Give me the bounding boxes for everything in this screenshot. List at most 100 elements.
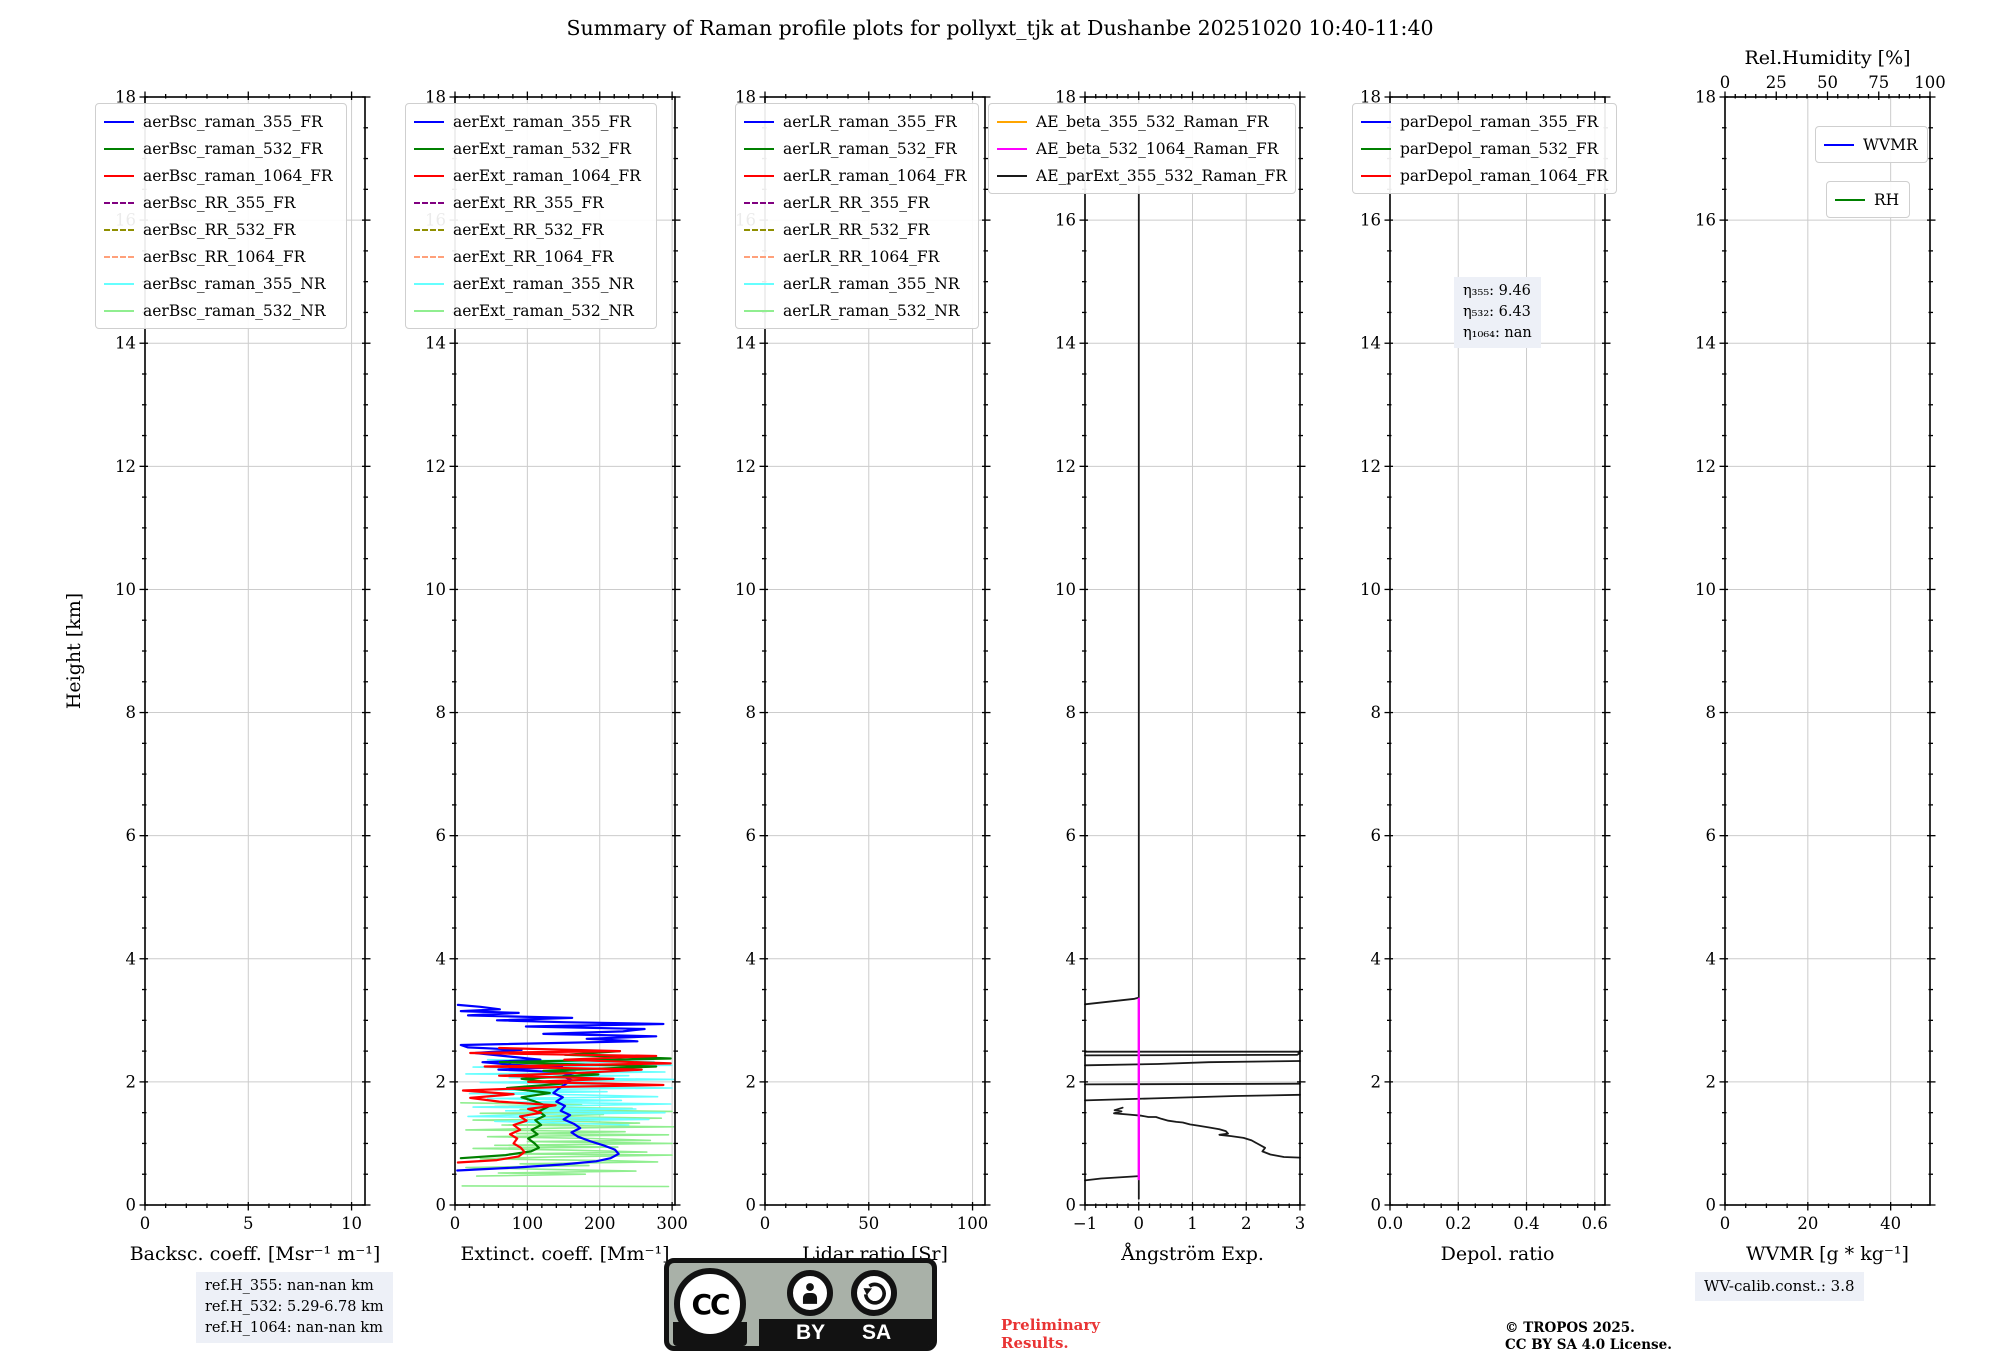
legend-label: aerLR_RR_355_FR bbox=[783, 193, 930, 212]
legend-label: parDepol_raman_1064_FR bbox=[1400, 166, 1609, 185]
svg-text:12: 12 bbox=[115, 457, 136, 476]
svg-text:−1: −1 bbox=[1073, 1214, 1097, 1233]
legend-line-sample bbox=[414, 201, 444, 204]
svg-text:14: 14 bbox=[1695, 334, 1716, 353]
series-AE_parExt_355_532_Raman_FR bbox=[1084, 1082, 1301, 1086]
legend-label: aerLR_raman_355_NR bbox=[783, 274, 960, 293]
legend-item: parDepol_raman_1064_FR bbox=[1361, 162, 1608, 189]
svg-text:12: 12 bbox=[425, 457, 446, 476]
series-aerExt_raman_532_NR bbox=[459, 1102, 675, 1177]
legend-item: aerExt_raman_355_FR bbox=[414, 108, 648, 135]
legend-line-sample bbox=[414, 174, 444, 177]
legend-item: aerLR_raman_532_NR bbox=[744, 297, 970, 324]
svg-text:0.4: 0.4 bbox=[1513, 1214, 1539, 1233]
svg-text:8: 8 bbox=[1371, 703, 1382, 722]
panel-wvmr-x-tick-labels: 0 20 40 bbox=[1720, 1214, 1901, 1233]
svg-text:6: 6 bbox=[1706, 826, 1717, 845]
svg-text:2: 2 bbox=[436, 1072, 447, 1091]
svg-text:6: 6 bbox=[1066, 826, 1077, 845]
legend-item: aerExt_raman_532_FR bbox=[414, 135, 648, 162]
legend-line-sample bbox=[414, 228, 444, 231]
legend-item: aerExt_RR_532_FR bbox=[414, 216, 648, 243]
legend-line-sample bbox=[414, 255, 444, 258]
legend-line-sample bbox=[997, 120, 1027, 123]
svg-text:100: 100 bbox=[957, 1214, 989, 1233]
legend-label: AE_parExt_355_532_Raman_FR bbox=[1036, 166, 1287, 185]
legend-label: aerExt_RR_532_FR bbox=[453, 220, 604, 239]
svg-text:0: 0 bbox=[1134, 1214, 1145, 1233]
legend-label: aerBsc_raman_1064_FR bbox=[143, 166, 333, 185]
panel-extinction-xlabel: Extinct. coeff. [Mm⁻¹] bbox=[460, 1243, 669, 1265]
panel-angstrom-series bbox=[1084, 185, 1301, 1200]
svg-text:25: 25 bbox=[1766, 73, 1787, 92]
cc-license-badge: CC BY SA bbox=[664, 1258, 937, 1351]
legend-item: aerLR_raman_355_NR bbox=[744, 270, 970, 297]
svg-text:4: 4 bbox=[1706, 949, 1717, 968]
panel-depol-spines bbox=[1389, 96, 1606, 1206]
legend-item: aerBsc_raman_532_NR bbox=[104, 297, 338, 324]
svg-text:4: 4 bbox=[126, 949, 137, 968]
legend-label: aerExt_raman_355_NR bbox=[453, 274, 634, 293]
svg-text:0: 0 bbox=[1706, 1196, 1717, 1215]
legend-line-sample bbox=[744, 309, 774, 312]
cc-logo-icon: CC bbox=[674, 1268, 746, 1340]
panel-extinction-series bbox=[456, 1003, 675, 1188]
svg-text:8: 8 bbox=[1066, 703, 1077, 722]
cc-by-label: BY bbox=[796, 1321, 826, 1344]
legend-item: aerLR_raman_532_FR bbox=[744, 135, 970, 162]
svg-text:14: 14 bbox=[735, 334, 756, 353]
figure-title: Summary of Raman profile plots for polly… bbox=[566, 16, 1434, 40]
panel-angstrom-x-tick-labels: −1 0 1 2 3 bbox=[1073, 1214, 1305, 1233]
legend-line-sample bbox=[414, 282, 444, 285]
eta-532: η₅₃₂: 6.43 bbox=[1463, 304, 1531, 320]
svg-text:6: 6 bbox=[1371, 826, 1382, 845]
legend-label: aerBsc_RR_355_FR bbox=[143, 193, 296, 212]
legend-label: aerBsc_raman_532_FR bbox=[143, 139, 323, 158]
svg-text:0: 0 bbox=[140, 1214, 151, 1233]
legend-item: AE_beta_532_1064_Raman_FR bbox=[997, 135, 1287, 162]
legend-label: aerExt_raman_532_FR bbox=[453, 139, 631, 158]
panel-angstrom-xlabel: Ångström Exp. bbox=[1120, 1243, 1264, 1265]
legend-line-sample bbox=[104, 120, 134, 123]
legend-item: aerLR_RR_1064_FR bbox=[744, 243, 970, 270]
ref-h-355: ref.H_355: nan-nan km bbox=[205, 1278, 374, 1294]
svg-text:10: 10 bbox=[1360, 580, 1381, 599]
panel-wvmr-ticks bbox=[1719, 91, 1936, 1211]
svg-text:10: 10 bbox=[115, 580, 136, 599]
panel-angstrom-grid bbox=[1085, 97, 1300, 1205]
wv-calib-annotation: WV-calib.const.: 3.8 bbox=[1695, 1272, 1864, 1301]
panel-angstrom-y-tick-labels: 0 2 4 6 8 10 12 14 16 18 bbox=[1055, 88, 1076, 1215]
series-AE_parExt_355_532_Raman_FR bbox=[1084, 1175, 1140, 1182]
svg-text:3: 3 bbox=[1295, 1214, 1306, 1233]
panel-wvmr-xlabel: WVMR [g * kg⁻¹] bbox=[1746, 1243, 1909, 1265]
series-AE_parExt_355_532_Raman_FR bbox=[1084, 1060, 1301, 1067]
legend-label: parDepol_raman_532_FR bbox=[1400, 139, 1599, 158]
legend-label: AE_beta_532_1064_Raman_FR bbox=[1036, 139, 1279, 158]
svg-text:14: 14 bbox=[1055, 334, 1076, 353]
svg-text:10: 10 bbox=[1695, 580, 1716, 599]
svg-text:6: 6 bbox=[126, 826, 137, 845]
series-AE_parExt_355_532_Raman_FR bbox=[1113, 1106, 1301, 1159]
legend-item: AE_beta_355_532_Raman_FR bbox=[997, 108, 1287, 135]
ref-h-532: ref.H_532: 5.29-6.78 km bbox=[205, 1299, 384, 1315]
legend-item: aerBsc_RR_532_FR bbox=[104, 216, 338, 243]
panel-depol-xlabel: Depol. ratio bbox=[1441, 1243, 1555, 1265]
eta-355: η₃₅₅: 9.46 bbox=[1463, 283, 1531, 299]
legend-line-sample bbox=[104, 174, 134, 177]
svg-text:14: 14 bbox=[425, 334, 446, 353]
legend-line-sample bbox=[997, 174, 1027, 177]
legend-line-sample bbox=[744, 174, 774, 177]
panel-depol-x-tick-labels: 0.0 0.2 0.4 0.6 bbox=[1377, 1214, 1608, 1233]
legend-line-sample bbox=[414, 147, 444, 150]
legend-angstrom: AE_beta_355_532_Raman_FR AE_beta_532_1064… bbox=[988, 103, 1296, 194]
legend-item: parDepol_raman_532_FR bbox=[1361, 135, 1608, 162]
svg-text:0: 0 bbox=[1371, 1196, 1382, 1215]
svg-text:2: 2 bbox=[1241, 1214, 1252, 1233]
eta-annotation: η₃₅₅: 9.46 η₅₃₂: 6.43 η₁₀₆₄: nan bbox=[1454, 277, 1541, 348]
svg-text:2: 2 bbox=[126, 1072, 137, 1091]
cc-badge-strip bbox=[759, 1319, 932, 1346]
svg-text:0.6: 0.6 bbox=[1582, 1214, 1608, 1233]
legend-item: parDepol_raman_355_FR bbox=[1361, 108, 1608, 135]
legend-item: aerExt_RR_355_FR bbox=[414, 189, 648, 216]
